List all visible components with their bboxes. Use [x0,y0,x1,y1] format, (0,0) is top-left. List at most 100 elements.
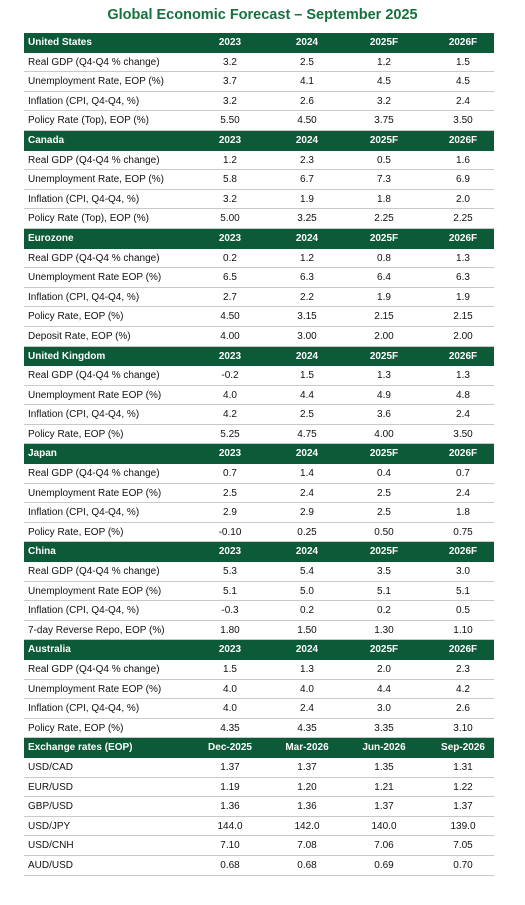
cell-value: 140.0 [371,820,397,832]
section-header: Canada 2023 2024 2025F 2026F [24,130,494,151]
cell-value: 1.2 [377,56,391,68]
cell-value: -0.2 [221,370,239,382]
cell-value: 4.4 [377,683,391,695]
row-label: EUR/USD [28,781,74,793]
data-row: Real GDP (Q4-Q4 % change) 5.3 5.4 3.5 3.0 [24,562,494,582]
column-header: 2023 [218,350,242,362]
cell-value: 2.6 [300,95,314,107]
cell-value: 4.35 [220,722,240,734]
cell-value: 4.9 [377,389,391,401]
cell-value: 1.19 [220,781,240,793]
cell-value: 5.1 [377,585,391,597]
cell-value: 1.5 [300,370,314,382]
column-header: Jun-2026 [362,742,406,754]
data-row: Inflation (CPI, Q4-Q4, %) 4.2 2.5 3.6 2.4 [24,405,494,425]
cell-value: 0.8 [377,252,391,264]
cell-value: 7.06 [374,840,394,852]
section-title: Australia [28,644,71,656]
cell-value: 5.25 [220,428,240,440]
row-label: Unemployment Rate, EOP (%) [28,76,164,88]
cell-value: 3.35 [374,722,394,734]
cell-value: 6.7 [300,174,314,186]
cell-value: 4.0 [300,683,314,695]
cell-value: 1.10 [453,624,473,636]
cell-value: 7.08 [297,840,317,852]
row-label: AUD/USD [28,859,74,871]
row-label: Real GDP (Q4-Q4 % change) [28,370,160,382]
cell-value: 2.5 [300,409,314,421]
row-label: USD/JPY [28,820,71,832]
cell-value: 6.4 [377,272,391,284]
column-header: 2025F [369,134,399,146]
column-header: Sep-2026 [441,742,485,754]
column-header: Mar-2026 [285,742,329,754]
column-header: Dec-2025 [208,742,252,754]
cell-value: 4.2 [456,683,470,695]
cell-value: -0.3 [221,605,239,617]
row-label: Deposit Rate, EOP (%) [28,330,131,342]
column-header: 2023 [218,448,242,460]
data-row: Unemployment Rate, EOP (%) 5.8 6.7 7.3 6.9 [24,170,494,190]
column-header: 2025F [369,546,399,558]
data-row: Real GDP (Q4-Q4 % change) 0.2 1.2 0.8 1.3 [24,249,494,269]
row-label: Inflation (CPI, Q4-Q4, %) [28,409,140,421]
column-header: 2026F [448,232,478,244]
cell-value: 3.25 [297,213,317,225]
cell-value: 3.7 [223,76,237,88]
cell-value: 3.0 [377,703,391,715]
cell-value: 1.9 [456,291,470,303]
cell-value: 1.21 [374,781,394,793]
column-header: 2023 [218,37,242,48]
cell-value: 1.37 [453,801,473,813]
cell-value: 4.5 [456,76,470,88]
cell-value: 0.68 [220,859,240,871]
forecast-table: United States 2023 2024 2025F 2026F Real GDP … [24,33,494,876]
section-header: Exchange rates (EOP) Dec-2025 Mar-2026 Jun-… [24,738,494,758]
row-label: Inflation (CPI, Q4-Q4, %) [28,95,140,107]
column-header: 2023 [218,546,242,558]
cell-value: 0.25 [297,526,317,538]
data-row: Inflation (CPI, Q4-Q4, %) 2.7 2.2 1.9 1.9 [24,288,494,308]
cell-value: 4.75 [297,428,317,440]
section-header: China 2023 2024 2025F 2026F [24,542,494,563]
data-row: USD/JPY 144.0 142.0 140.0 139.0 [24,817,494,837]
cell-value: 139.0 [450,820,476,832]
cell-value: 4.5 [377,76,391,88]
cell-value: 4.50 [297,115,317,127]
cell-value: 3.00 [297,330,317,342]
cell-value: 4.00 [220,330,240,342]
cell-value: 4.4 [300,389,314,401]
column-header: 2024 [295,350,319,362]
row-label: Inflation (CPI, Q4-Q4, %) [28,605,140,617]
cell-value: 1.5 [223,664,237,675]
cell-value: 3.0 [456,566,470,578]
section-title: United States [28,37,92,48]
column-header: 2024 [295,546,319,558]
cell-value: 1.36 [220,801,240,813]
column-header: 2025F [369,644,399,656]
cell-value: 1.36 [297,801,317,813]
row-label: Unemployment Rate EOP (%) [28,272,162,284]
cell-value: 0.2 [377,605,391,617]
data-row: Unemployment Rate, EOP (%) 3.7 4.1 4.5 4.5 [24,72,494,92]
column-header: 2025F [369,350,399,362]
cell-value: 1.3 [377,370,391,382]
data-row: GBP/USD 1.36 1.36 1.37 1.37 [24,797,494,817]
cell-value: 3.50 [453,115,473,127]
cell-value: 2.7 [223,291,237,303]
cell-value: 3.75 [374,115,394,127]
cell-value: 1.9 [377,291,391,303]
cell-value: 144.0 [217,820,243,832]
row-label: Policy Rate (Top), EOP (%) [28,213,149,225]
row-label: Unemployment Rate EOP (%) [28,487,162,499]
section-header: Eurozone 2023 2024 2025F 2026F [24,228,494,249]
cell-value: 1.80 [220,624,240,636]
cell-value: 3.5 [377,566,391,578]
data-row: Policy Rate (Top), EOP (%) 5.00 3.25 2.25 2.… [24,209,494,229]
row-label: Inflation (CPI, Q4-Q4, %) [28,703,140,715]
column-header: 2026F [448,448,478,460]
cell-value: 5.0 [300,585,314,597]
column-header: 2026F [448,134,478,146]
cell-value: 1.37 [374,801,394,813]
